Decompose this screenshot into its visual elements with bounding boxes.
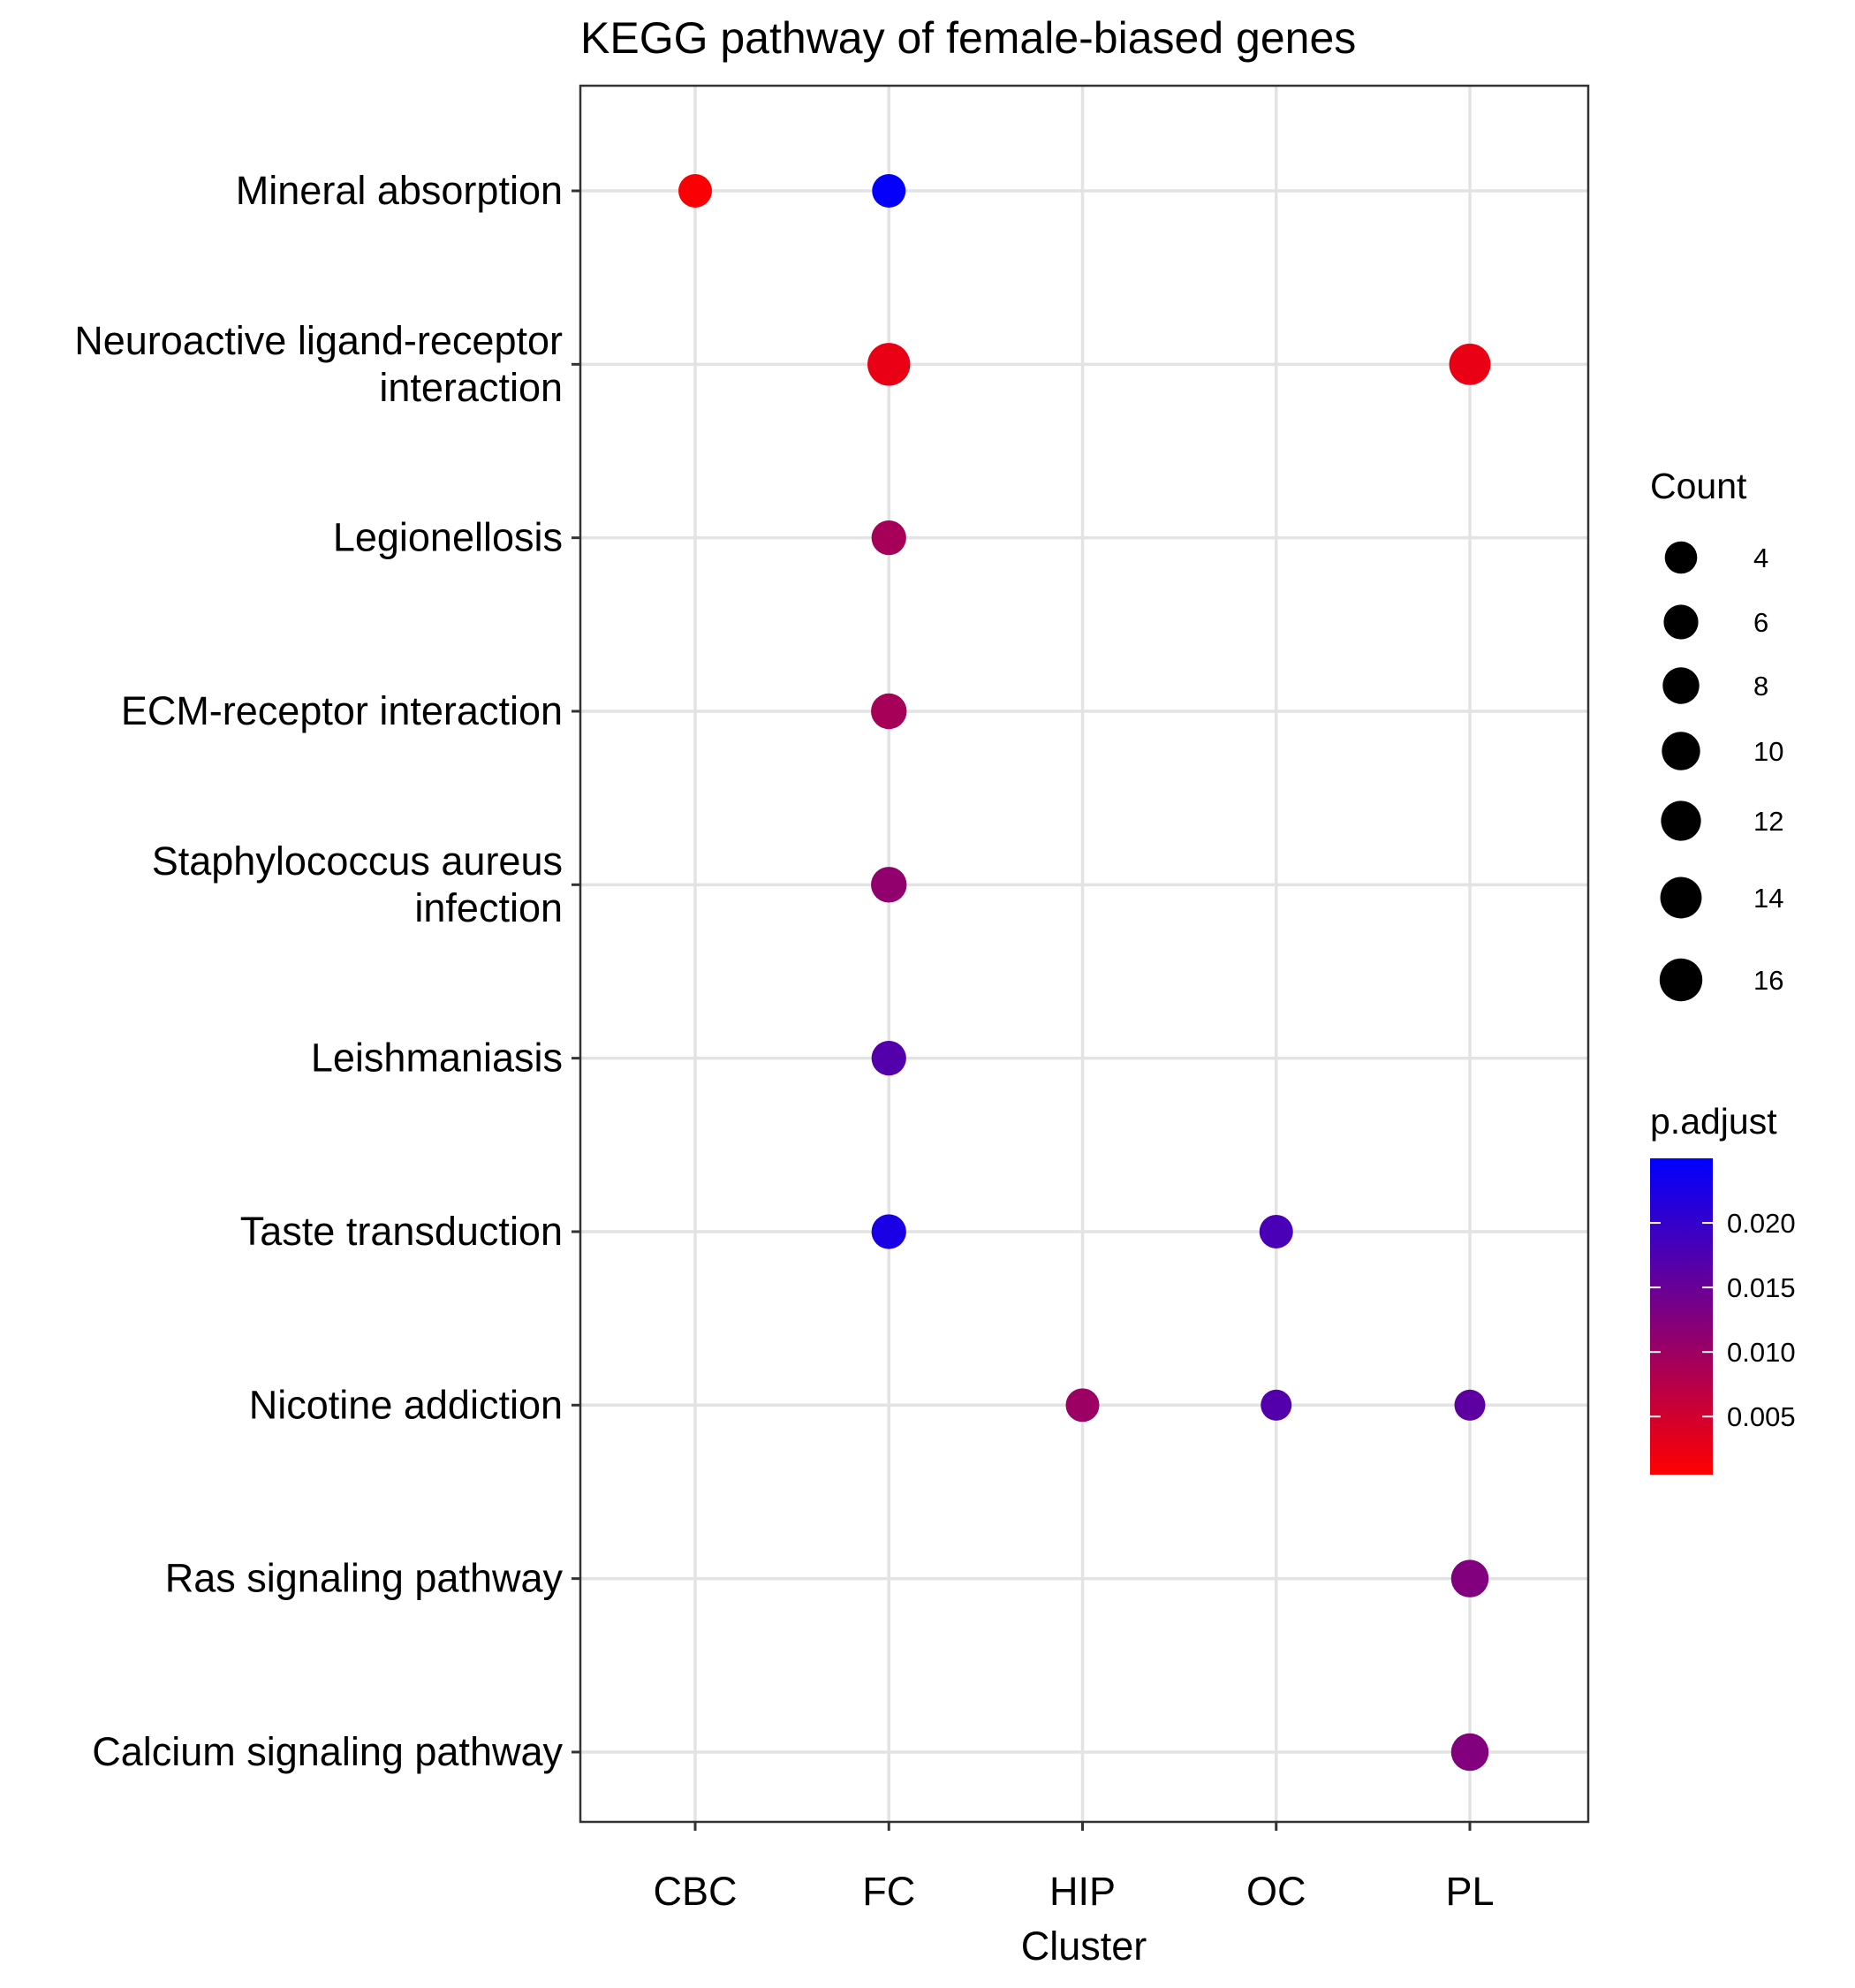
point-pl-ras-signaling-pathway <box>1450 1559 1489 1597</box>
x-tick-label-fc: FC <box>862 1869 915 1914</box>
color-legend-label-0-020: 0.020 <box>1727 1208 1796 1239</box>
color-legend-ticks: 0.005 0.010 0.015 0.020 <box>1650 1208 1796 1432</box>
point-cbc-mineral-absorption <box>678 174 712 208</box>
size-legend-label-14: 14 <box>1753 883 1783 914</box>
point-fc-leishmaniasis <box>871 1041 906 1076</box>
point-fc-staphylococcus-aureus-infection <box>871 867 907 903</box>
y-tick-label-neuroactive-ligand-receptor-interaction: Neuroactive ligand-receptor interaction <box>74 318 563 410</box>
size-legend: 4 6 8 10 12 14 16 <box>1659 541 1783 1002</box>
size-legend-key-4 <box>1664 541 1698 574</box>
color-legend-label-0-005: 0.005 <box>1727 1401 1796 1432</box>
x-axis-title: Cluster <box>1021 1924 1147 1969</box>
point-fc-legionellosis <box>871 520 906 556</box>
size-legend-label-16: 16 <box>1753 965 1783 996</box>
size-legend-title: Count <box>1650 466 1747 506</box>
size-legend-label-10: 10 <box>1753 736 1783 767</box>
point-pl-neuroactive-ligand-receptor-interaction <box>1449 343 1491 385</box>
plot-panel-border <box>579 84 1590 1824</box>
point-fc-ecm-receptor-interaction <box>871 693 907 730</box>
y-axis: Mineral absorption Neuroactive ligand-rec… <box>74 168 580 1774</box>
size-legend-key-10 <box>1662 732 1700 770</box>
size-legend-label-12: 12 <box>1753 806 1783 837</box>
color-legend-bar <box>1650 1158 1713 1475</box>
point-fc-mineral-absorption <box>872 174 906 208</box>
chart-title: KEGG pathway of female-biased genes <box>580 13 1356 63</box>
size-legend-key-16 <box>1659 958 1703 1002</box>
x-tick-label-hip: HIP <box>1049 1869 1116 1914</box>
x-axis: CBC FC HIP OC PL <box>653 1822 1495 1914</box>
y-tick-label-legionellosis: Legionellosis <box>333 515 563 560</box>
size-legend-key-14 <box>1660 876 1702 919</box>
y-tick-label-ras-signaling-pathway: Ras signaling pathway <box>165 1556 564 1601</box>
point-oc-taste-transduction <box>1259 1214 1293 1248</box>
color-legend-label-0-010: 0.010 <box>1727 1337 1796 1368</box>
point-pl-nicotine-addiction <box>1454 1389 1486 1421</box>
size-legend-label-8: 8 <box>1753 671 1768 702</box>
x-tick-label-pl: PL <box>1445 1869 1494 1914</box>
y-tick-label-taste-transduction: Taste transduction <box>240 1209 563 1254</box>
y-tick-label-ecm-receptor-interaction: ECM-receptor interaction <box>121 688 563 733</box>
point-hip-nicotine-addiction <box>1065 1388 1100 1423</box>
point-oc-nicotine-addiction <box>1261 1389 1292 1421</box>
y-tick-label-calcium-signaling-pathway: Calcium signaling pathway <box>92 1729 563 1774</box>
point-fc-taste-transduction <box>871 1214 906 1249</box>
y-tick-label-mineral-absorption: Mineral absorption <box>236 168 563 213</box>
color-legend-label-0-015: 0.015 <box>1727 1272 1796 1303</box>
data-points <box>678 174 1491 1772</box>
color-legend-title: p.adjust <box>1650 1101 1777 1142</box>
x-tick-label-cbc: CBC <box>653 1869 737 1914</box>
y-tick-label-staphylococcus-aureus-infection: Staphylococcus aureus infection <box>152 838 563 930</box>
grid-lines <box>580 86 1588 1822</box>
y-tick-label-nicotine-addiction: Nicotine addiction <box>249 1382 563 1427</box>
size-legend-label-4: 4 <box>1753 543 1768 573</box>
size-legend-key-12 <box>1661 801 1701 841</box>
point-fc-neuroactive-ligand-receptor-interaction <box>867 343 911 386</box>
size-legend-key-6 <box>1663 604 1699 640</box>
x-tick-label-oc: OC <box>1246 1869 1306 1914</box>
point-pl-calcium-signaling-pathway <box>1450 1733 1489 1772</box>
size-legend-key-8 <box>1662 667 1700 704</box>
y-tick-label-leishmaniasis: Leishmaniasis <box>311 1036 563 1081</box>
size-legend-label-6: 6 <box>1753 607 1768 638</box>
